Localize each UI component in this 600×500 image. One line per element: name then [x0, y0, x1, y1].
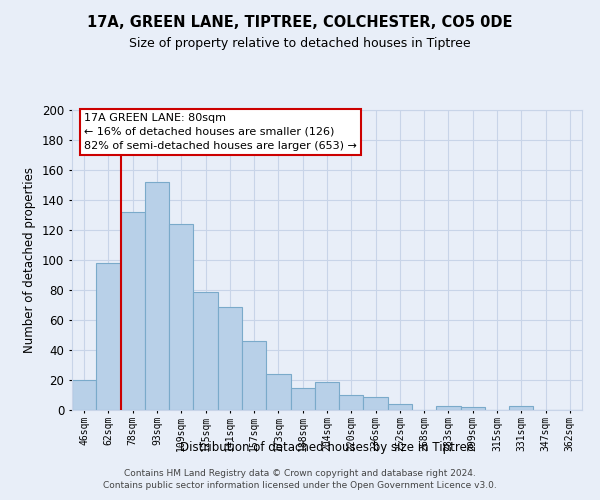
Bar [121, 212, 145, 410]
Bar [290, 388, 315, 410]
Bar [193, 292, 218, 410]
Y-axis label: Number of detached properties: Number of detached properties [23, 167, 37, 353]
Bar [169, 224, 193, 410]
Text: 17A GREEN LANE: 80sqm
← 16% of detached houses are smaller (126)
82% of semi-det: 17A GREEN LANE: 80sqm ← 16% of detached … [84, 113, 357, 151]
Bar [72, 380, 96, 410]
Text: Contains HM Land Registry data © Crown copyright and database right 2024.
Contai: Contains HM Land Registry data © Crown c… [103, 468, 497, 490]
Bar [461, 407, 485, 410]
Text: Distribution of detached houses by size in Tiptree: Distribution of detached houses by size … [180, 441, 474, 454]
Bar [315, 382, 339, 410]
Bar [339, 395, 364, 410]
Bar [266, 374, 290, 410]
Bar [145, 182, 169, 410]
Bar [96, 263, 121, 410]
Bar [364, 396, 388, 410]
Bar [242, 341, 266, 410]
Bar [509, 406, 533, 410]
Text: Size of property relative to detached houses in Tiptree: Size of property relative to detached ho… [129, 38, 471, 51]
Bar [218, 306, 242, 410]
Bar [388, 404, 412, 410]
Bar [436, 406, 461, 410]
Text: 17A, GREEN LANE, TIPTREE, COLCHESTER, CO5 0DE: 17A, GREEN LANE, TIPTREE, COLCHESTER, CO… [87, 15, 513, 30]
